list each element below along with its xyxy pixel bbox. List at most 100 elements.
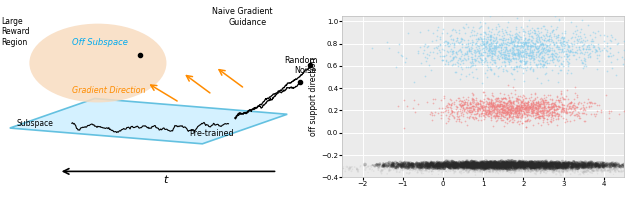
Point xyxy=(470,58,480,61)
Point xyxy=(522,47,532,51)
Point xyxy=(487,107,497,110)
Point xyxy=(478,40,488,43)
Point xyxy=(376,165,387,168)
Point xyxy=(419,172,429,175)
Point xyxy=(472,48,483,51)
Point xyxy=(525,161,535,164)
Point xyxy=(529,92,540,95)
Point xyxy=(502,106,513,109)
Point xyxy=(564,161,575,164)
Point xyxy=(514,103,524,107)
Point xyxy=(493,164,503,168)
Point xyxy=(420,55,430,59)
Point xyxy=(528,163,538,166)
Point xyxy=(524,167,534,170)
Point xyxy=(517,164,527,167)
Point xyxy=(526,168,536,171)
Point xyxy=(367,168,378,171)
Point xyxy=(536,162,546,165)
Point xyxy=(561,164,571,167)
Point xyxy=(550,166,560,170)
Point xyxy=(546,162,556,165)
Point xyxy=(399,166,410,169)
Point xyxy=(562,164,572,167)
Point xyxy=(520,163,531,166)
Point xyxy=(474,168,484,172)
Point xyxy=(428,166,438,169)
Point xyxy=(554,164,564,167)
Point xyxy=(584,46,595,49)
Point xyxy=(412,51,422,54)
Point xyxy=(468,107,478,110)
Point xyxy=(458,163,468,166)
Point xyxy=(518,161,529,164)
Point xyxy=(498,163,508,166)
Point xyxy=(480,164,490,167)
Point xyxy=(467,39,477,42)
Point xyxy=(391,168,401,171)
Point xyxy=(548,172,559,175)
Point xyxy=(578,163,588,166)
Point xyxy=(508,165,518,168)
Point xyxy=(454,164,465,167)
Point xyxy=(459,165,469,168)
Point xyxy=(477,160,487,164)
Point xyxy=(476,166,486,169)
Point xyxy=(578,104,588,107)
Point xyxy=(492,161,502,164)
Point xyxy=(495,97,506,100)
Point xyxy=(426,160,436,164)
Point xyxy=(419,167,429,170)
Point xyxy=(397,165,407,168)
Point xyxy=(567,42,577,45)
Point xyxy=(493,167,503,171)
Point xyxy=(484,47,495,50)
Point xyxy=(452,115,463,118)
Point xyxy=(570,164,580,167)
Point xyxy=(483,55,493,58)
Point xyxy=(293,167,303,170)
Point xyxy=(509,169,519,172)
Point xyxy=(557,165,567,169)
Point xyxy=(478,166,488,169)
Point xyxy=(467,165,477,169)
Point xyxy=(451,167,461,171)
Point xyxy=(580,170,591,174)
Point xyxy=(397,164,407,167)
Point xyxy=(480,104,490,107)
Point xyxy=(529,162,539,165)
Point xyxy=(472,108,482,112)
Point xyxy=(502,118,512,121)
Point xyxy=(509,42,519,45)
Point xyxy=(419,164,429,167)
Point xyxy=(443,117,453,120)
Point xyxy=(499,161,509,164)
Point xyxy=(547,168,557,172)
Point xyxy=(457,109,467,112)
Point xyxy=(554,164,564,167)
Point xyxy=(472,169,482,172)
Point xyxy=(536,123,546,126)
Point xyxy=(458,104,468,107)
Point xyxy=(519,102,529,106)
Point xyxy=(406,165,417,168)
Point xyxy=(556,50,566,53)
Point xyxy=(516,108,526,111)
Point xyxy=(611,166,621,169)
Point xyxy=(487,165,497,168)
Point xyxy=(413,165,423,169)
Point xyxy=(546,165,556,168)
Point xyxy=(626,167,636,171)
Point xyxy=(518,162,528,165)
Point xyxy=(452,165,462,168)
Point xyxy=(460,165,470,168)
Point xyxy=(514,159,524,163)
Point xyxy=(448,164,458,168)
Point xyxy=(545,167,556,170)
Point xyxy=(499,164,509,167)
Point xyxy=(596,164,606,167)
Point xyxy=(516,165,526,168)
Point xyxy=(486,105,496,108)
Point xyxy=(541,167,552,171)
Point xyxy=(540,164,550,167)
